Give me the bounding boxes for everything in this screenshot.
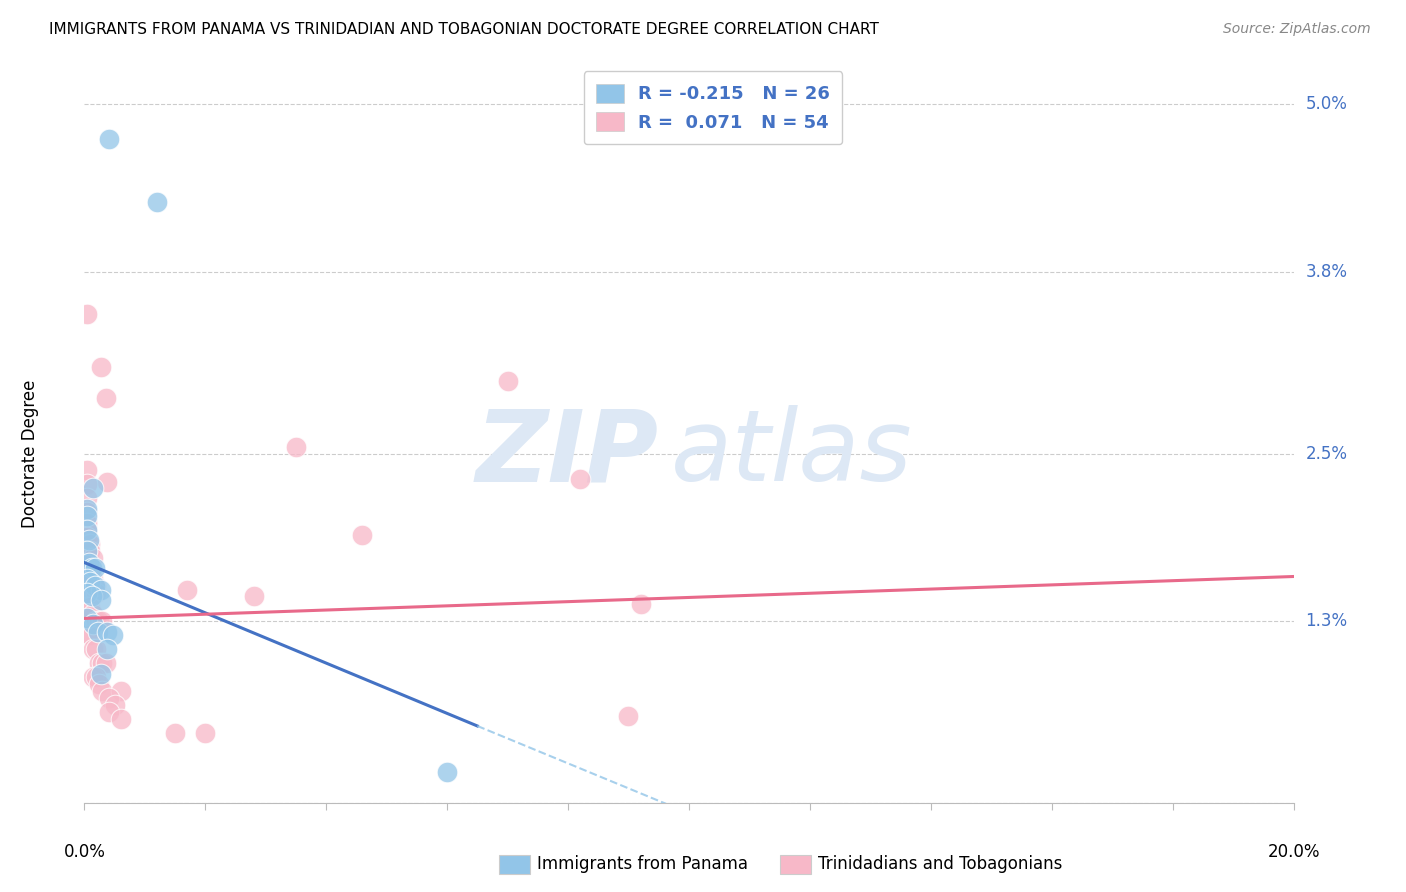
- Point: [84, 579, 107, 593]
- Point: [103, 628, 125, 642]
- Point: [79, 537, 101, 551]
- Point: [89, 677, 111, 691]
- Point: [86, 579, 108, 593]
- Legend: R = -0.215   N = 26, R =  0.071   N = 54: R = -0.215 N = 26, R = 0.071 N = 54: [583, 71, 842, 145]
- Point: [76, 544, 98, 558]
- Point: [76, 491, 98, 506]
- Text: atlas: atlas: [671, 405, 912, 502]
- Point: [76, 530, 98, 544]
- Point: [104, 698, 127, 712]
- Point: [146, 195, 169, 210]
- Point: [76, 586, 98, 600]
- Point: [76, 307, 98, 321]
- Point: [436, 765, 458, 780]
- Point: [89, 614, 111, 628]
- Point: [76, 600, 98, 615]
- Point: [76, 572, 98, 586]
- Point: [90, 359, 112, 374]
- Point: [352, 527, 374, 541]
- Point: [77, 556, 100, 570]
- Point: [76, 463, 98, 477]
- Point: [86, 586, 108, 600]
- Point: [84, 561, 107, 575]
- Point: [90, 583, 112, 598]
- Point: [77, 533, 100, 548]
- Point: [82, 551, 104, 566]
- Text: 20.0%: 20.0%: [1267, 843, 1320, 861]
- Point: [82, 586, 104, 600]
- Point: [76, 628, 98, 642]
- Point: [90, 593, 112, 607]
- Point: [82, 572, 104, 586]
- Point: [82, 482, 104, 496]
- Point: [76, 524, 98, 538]
- Point: [91, 656, 114, 670]
- Text: Trinidadians and Tobagonians: Trinidadians and Tobagonians: [818, 855, 1063, 873]
- Point: [97, 705, 120, 719]
- Point: [76, 509, 98, 524]
- Point: [76, 524, 98, 538]
- Text: 0.0%: 0.0%: [63, 843, 105, 861]
- Point: [79, 575, 101, 590]
- Point: [97, 132, 120, 146]
- Point: [80, 589, 103, 603]
- Point: [96, 642, 118, 657]
- Text: Source: ZipAtlas.com: Source: ZipAtlas.com: [1223, 22, 1371, 37]
- Point: [285, 440, 308, 454]
- Point: [79, 628, 101, 642]
- Point: [82, 670, 104, 684]
- Point: [176, 583, 198, 598]
- Point: [242, 589, 264, 603]
- Point: [91, 684, 114, 698]
- Point: [86, 614, 108, 628]
- Point: [90, 667, 112, 681]
- Text: Immigrants from Panama: Immigrants from Panama: [537, 855, 748, 873]
- Text: 1.3%: 1.3%: [1306, 612, 1348, 631]
- Point: [110, 712, 132, 726]
- Point: [82, 642, 104, 657]
- Point: [96, 625, 118, 640]
- Point: [94, 391, 117, 405]
- Point: [79, 544, 101, 558]
- Text: ZIP: ZIP: [475, 405, 659, 502]
- Point: [76, 566, 98, 580]
- Point: [86, 642, 108, 657]
- Point: [569, 472, 592, 486]
- Point: [76, 505, 98, 519]
- Point: [617, 709, 640, 723]
- Point: [86, 625, 108, 640]
- Point: [76, 516, 98, 531]
- Text: Doctorate Degree: Doctorate Degree: [21, 379, 39, 528]
- Point: [79, 572, 101, 586]
- Point: [82, 607, 104, 622]
- Point: [76, 477, 98, 491]
- Point: [79, 600, 101, 615]
- Point: [496, 374, 519, 388]
- Point: [97, 691, 120, 706]
- Point: [76, 611, 98, 625]
- Text: IMMIGRANTS FROM PANAMA VS TRINIDADIAN AND TOBAGONIAN DOCTORATE DEGREE CORRELATIO: IMMIGRANTS FROM PANAMA VS TRINIDADIAN AN…: [49, 22, 879, 37]
- Text: 2.5%: 2.5%: [1306, 444, 1347, 463]
- Text: 3.8%: 3.8%: [1306, 263, 1347, 281]
- Text: 5.0%: 5.0%: [1306, 95, 1347, 113]
- Point: [110, 684, 132, 698]
- Point: [630, 598, 652, 612]
- Point: [86, 670, 108, 684]
- Point: [194, 726, 217, 740]
- Point: [94, 656, 117, 670]
- Point: [91, 614, 114, 628]
- Point: [76, 502, 98, 516]
- Point: [80, 561, 103, 575]
- Point: [79, 566, 101, 580]
- Point: [89, 656, 111, 670]
- Point: [82, 617, 104, 632]
- Point: [76, 558, 98, 573]
- Point: [96, 475, 118, 489]
- Point: [165, 726, 187, 740]
